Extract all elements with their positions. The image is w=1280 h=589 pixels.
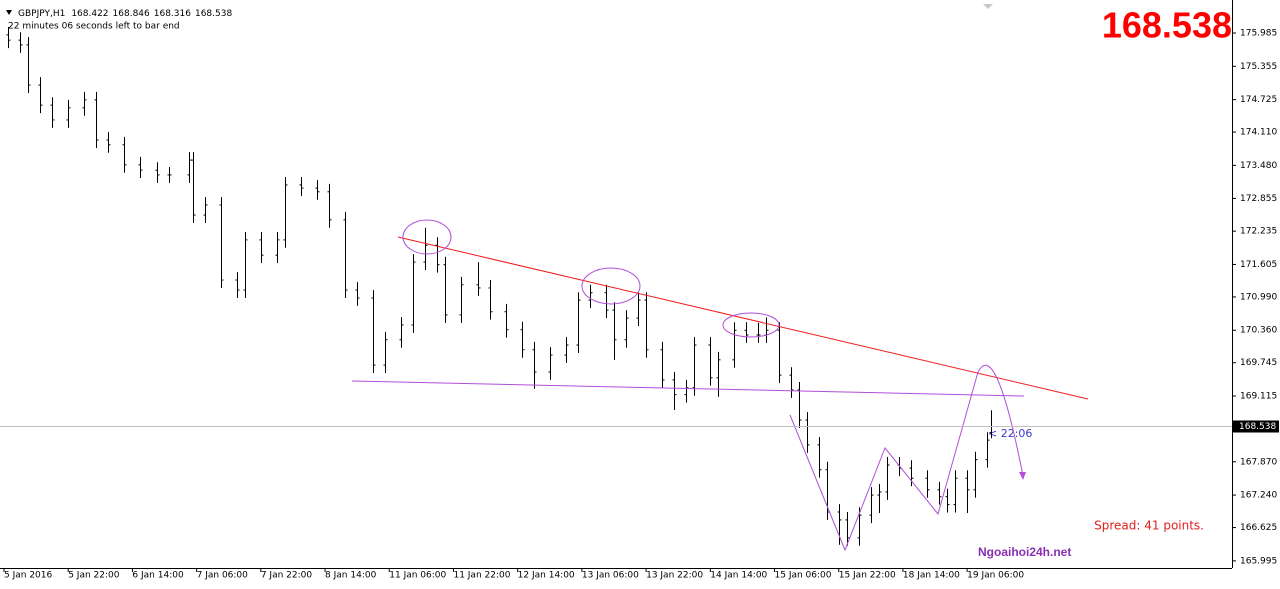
x-tick-label: 15 Jan 06:00 [775, 571, 832, 581]
bar-timer: < 22:06 [988, 427, 1032, 440]
big-price: 168.538 [1102, 5, 1232, 46]
x-tick-label: 6 Jan 14:00 [132, 571, 184, 581]
low-value: 168.316 [154, 9, 191, 19]
x-tick-label: 13 Jan 22:00 [646, 571, 703, 581]
x-tick-label: 5 Jan 2016 [4, 571, 52, 581]
y-tick-label: 167.240 [1240, 491, 1277, 501]
top-ellipse [402, 219, 452, 255]
y-tick-label: 172.855 [1240, 194, 1277, 204]
x-tick-label: 8 Jan 14:00 [325, 571, 377, 581]
zigzag [789, 371, 979, 552]
y-tick-label: 169.115 [1240, 392, 1277, 402]
y-tick-label: 169.745 [1240, 358, 1277, 368]
x-tick-label: 13 Jan 06:00 [582, 571, 639, 581]
y-tick-label: 175.985 [1240, 29, 1277, 39]
high-value: 168.846 [113, 9, 150, 19]
y-tick-label: 174.110 [1240, 128, 1277, 138]
y-tick-label: 166.625 [1240, 523, 1277, 533]
y-tick-label: 174.725 [1240, 95, 1277, 105]
watermark: Ngoaihoi24h.net [978, 545, 1071, 559]
x-tick-label: 11 Jan 22:00 [453, 571, 510, 581]
collapse-icon[interactable] [6, 10, 12, 15]
x-tick-label: 7 Jan 22:00 [261, 571, 313, 581]
symbol: GBPJPY,H1 [18, 9, 65, 19]
top-ellipse [581, 267, 641, 305]
x-tick-label: 11 Jan 06:00 [389, 571, 446, 581]
projection-arrow [1019, 472, 1026, 480]
spread: Spread: 41 points. [1094, 519, 1204, 533]
y-tick-label: 171.605 [1240, 260, 1277, 270]
x-tick-label: 5 Jan 22:00 [68, 571, 120, 581]
y-tick-label: 165.995 [1240, 556, 1277, 566]
x-tick-label: 19 Jan 06:00 [967, 571, 1024, 581]
x-tick-label: 18 Jan 14:00 [903, 571, 960, 581]
scroll-marker [983, 4, 993, 9]
current-price-box [1233, 420, 1279, 433]
current-price-label: 168.538 [1239, 422, 1276, 432]
x-tick-label: 15 Jan 22:00 [839, 571, 896, 581]
y-tick-label: 170.360 [1240, 326, 1277, 336]
support-line [351, 380, 1025, 397]
y-tick-label: 170.990 [1240, 292, 1277, 302]
bars-layer [6, 26, 994, 546]
x-tick-label: 12 Jan 14:00 [518, 571, 575, 581]
x-tick-label: 14 Jan 14:00 [710, 571, 767, 581]
annotations [351, 219, 1089, 552]
close-value: 168.538 [195, 9, 232, 19]
countdown: 22 minutes 06 seconds left to bar end [8, 22, 180, 32]
y-tick-label: 172.235 [1240, 227, 1277, 237]
resistance-trendline [397, 236, 1089, 400]
y-tick-label: 175.355 [1240, 62, 1277, 72]
top-ellipse [722, 312, 780, 338]
chart-header: GBPJPY,H1 168.422 168.846 168.316 168.538 [18, 9, 232, 19]
y-tick-label: 167.870 [1240, 457, 1277, 467]
y-tick-label: 173.480 [1240, 161, 1277, 171]
x-tick-label: 7 Jan 06:00 [197, 571, 249, 581]
open-value: 168.422 [71, 9, 108, 19]
projection-curve [977, 364, 1024, 477]
